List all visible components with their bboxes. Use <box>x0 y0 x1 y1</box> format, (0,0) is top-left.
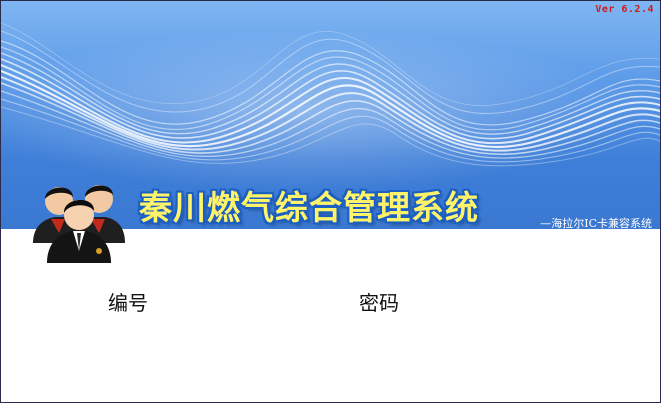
version-label: Ver 6.2.4 <box>595 4 654 15</box>
wave-decoration <box>1 22 660 191</box>
user-id-label: 编号 <box>108 291 148 315</box>
users-group-icon <box>33 185 125 263</box>
app-title: 秦川燃气综合管理系统 <box>139 188 479 227</box>
password-label: 密码 <box>359 291 399 315</box>
app-subtitle: —海拉尔IC卡兼容系统 <box>540 217 652 230</box>
